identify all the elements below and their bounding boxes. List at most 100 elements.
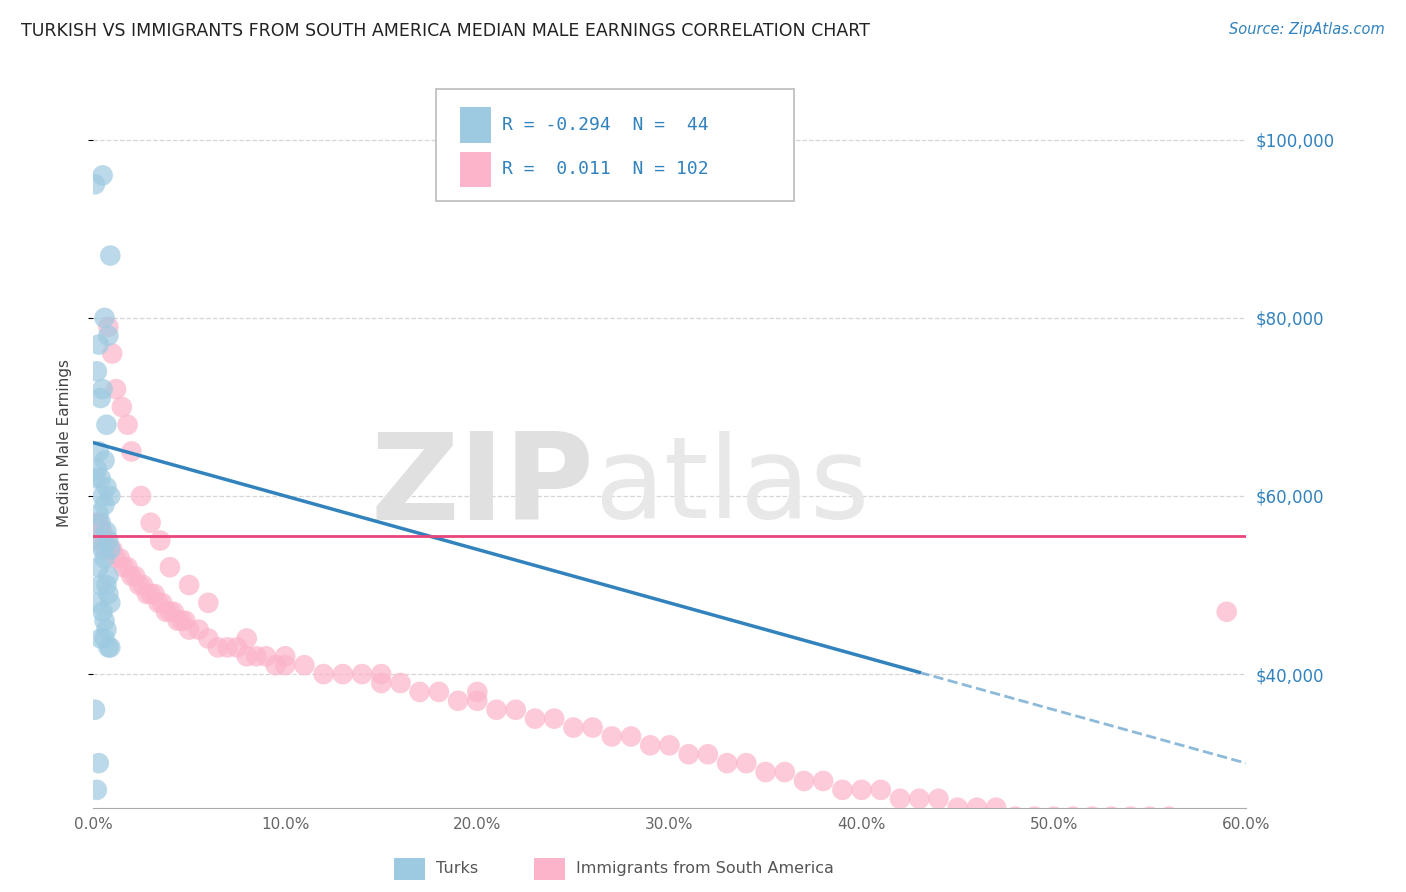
- Point: [1062, 809, 1084, 823]
- Point: [292, 658, 315, 673]
- Point: [1157, 809, 1180, 823]
- Point: [927, 791, 949, 805]
- Point: [90, 391, 112, 405]
- Point: [93, 632, 115, 646]
- Point: [84, 178, 107, 192]
- Point: [101, 542, 124, 557]
- Point: [96, 524, 118, 539]
- Point: [754, 765, 776, 780]
- Y-axis label: Median Male Earnings: Median Male Earnings: [58, 359, 72, 526]
- Point: [235, 632, 257, 646]
- Point: [90, 632, 112, 646]
- Point: [111, 400, 134, 414]
- Point: [93, 542, 115, 557]
- Point: [735, 756, 758, 771]
- Point: [235, 649, 257, 664]
- Point: [90, 524, 112, 539]
- Point: [966, 800, 988, 814]
- Point: [312, 667, 335, 681]
- Point: [105, 382, 128, 396]
- Point: [889, 791, 911, 805]
- Point: [148, 596, 170, 610]
- Point: [93, 551, 115, 566]
- Point: [984, 800, 1007, 814]
- Point: [98, 489, 121, 503]
- Point: [101, 346, 124, 360]
- Point: [117, 560, 139, 574]
- Point: [120, 444, 142, 458]
- Point: [831, 783, 853, 797]
- Point: [112, 560, 135, 574]
- Point: [98, 542, 121, 557]
- Point: [197, 596, 219, 610]
- Point: [197, 632, 219, 646]
- Point: [135, 587, 157, 601]
- Point: [408, 685, 430, 699]
- Point: [254, 649, 277, 664]
- Point: [132, 578, 155, 592]
- Point: [139, 516, 162, 530]
- Point: [159, 605, 181, 619]
- Point: [217, 640, 239, 655]
- Point: [696, 747, 718, 762]
- Point: [91, 169, 114, 183]
- Point: [523, 712, 546, 726]
- Point: [370, 676, 392, 690]
- Point: [86, 462, 108, 476]
- Point: [1024, 809, 1046, 823]
- Point: [86, 533, 108, 548]
- Point: [166, 614, 188, 628]
- Point: [91, 605, 114, 619]
- Point: [187, 623, 209, 637]
- Point: [108, 551, 131, 566]
- Point: [117, 417, 139, 432]
- Text: TURKISH VS IMMIGRANTS FROM SOUTH AMERICA MEDIAN MALE EARNINGS CORRELATION CHART: TURKISH VS IMMIGRANTS FROM SOUTH AMERICA…: [21, 22, 870, 40]
- Point: [869, 783, 891, 797]
- Point: [447, 694, 470, 708]
- Text: R = -0.294  N =  44: R = -0.294 N = 44: [502, 116, 709, 134]
- Point: [163, 605, 186, 619]
- Point: [658, 739, 681, 753]
- Text: Immigrants from South America: Immigrants from South America: [576, 862, 834, 876]
- Point: [93, 614, 115, 628]
- Point: [600, 730, 623, 744]
- Point: [96, 417, 118, 432]
- Point: [773, 765, 796, 780]
- Point: [86, 783, 108, 797]
- Point: [96, 578, 118, 592]
- Point: [128, 578, 150, 592]
- Point: [174, 614, 197, 628]
- Point: [87, 507, 110, 521]
- Point: [87, 444, 110, 458]
- Point: [851, 783, 873, 797]
- Point: [159, 560, 181, 574]
- Point: [946, 800, 969, 814]
- Text: R =  0.011  N = 102: R = 0.011 N = 102: [502, 161, 709, 178]
- Text: atlas: atlas: [595, 431, 870, 541]
- Point: [91, 524, 114, 539]
- Point: [90, 516, 112, 530]
- Point: [90, 578, 112, 592]
- Point: [427, 685, 450, 699]
- Point: [97, 640, 120, 655]
- Point: [87, 756, 110, 771]
- Point: [245, 649, 267, 664]
- Point: [562, 721, 585, 735]
- Point: [93, 453, 115, 467]
- Text: Source: ZipAtlas.com: Source: ZipAtlas.com: [1229, 22, 1385, 37]
- Point: [264, 658, 287, 673]
- Point: [638, 739, 661, 753]
- Point: [90, 533, 112, 548]
- Point: [465, 694, 488, 708]
- Point: [98, 640, 121, 655]
- Point: [98, 542, 121, 557]
- Point: [1004, 809, 1026, 823]
- Point: [96, 533, 118, 548]
- Point: [143, 587, 166, 601]
- Point: [98, 248, 121, 262]
- Point: [96, 480, 118, 494]
- Point: [505, 703, 527, 717]
- Point: [97, 328, 120, 343]
- Point: [86, 364, 108, 378]
- Point: [543, 712, 565, 726]
